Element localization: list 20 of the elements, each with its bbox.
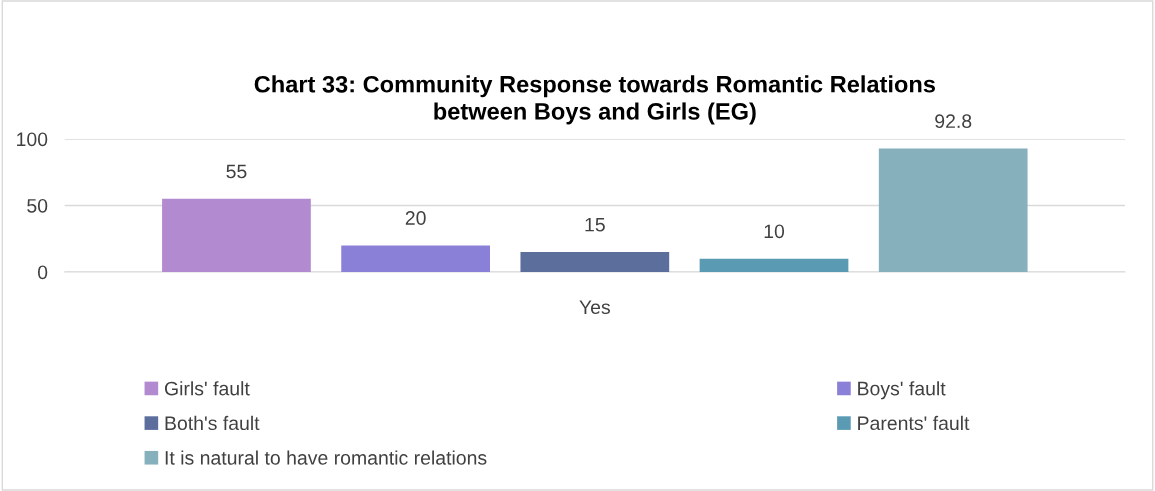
bar [699, 258, 849, 273]
legend-label: Girls' fault [164, 381, 250, 396]
chart-title: Chart 33: Community Response towards Romantic Relations between Boys and Girls (EG) [254, 75, 935, 125]
data-label: 15 [585, 217, 605, 232]
bar [878, 148, 1028, 273]
legend-label: Boys' fault [858, 381, 946, 400]
data-label: 20 [405, 211, 426, 225]
y-tick-label: 100 [17, 132, 48, 147]
data-label: 92.8 [935, 114, 972, 129]
data-label: 55 [226, 164, 247, 179]
y-tick-label: 0 [37, 265, 48, 280]
data-label: 10 [764, 224, 785, 239]
bar [162, 198, 311, 273]
bar [520, 252, 670, 273]
legend-label: Both's fault [165, 415, 260, 431]
legend-label: It is natural to have romantic relations [165, 450, 487, 465]
bar [341, 245, 490, 273]
x-tick-label: Yes [579, 300, 610, 315]
legend-label: Parents' fault [858, 415, 970, 431]
y-tick-label: 50 [27, 198, 48, 213]
